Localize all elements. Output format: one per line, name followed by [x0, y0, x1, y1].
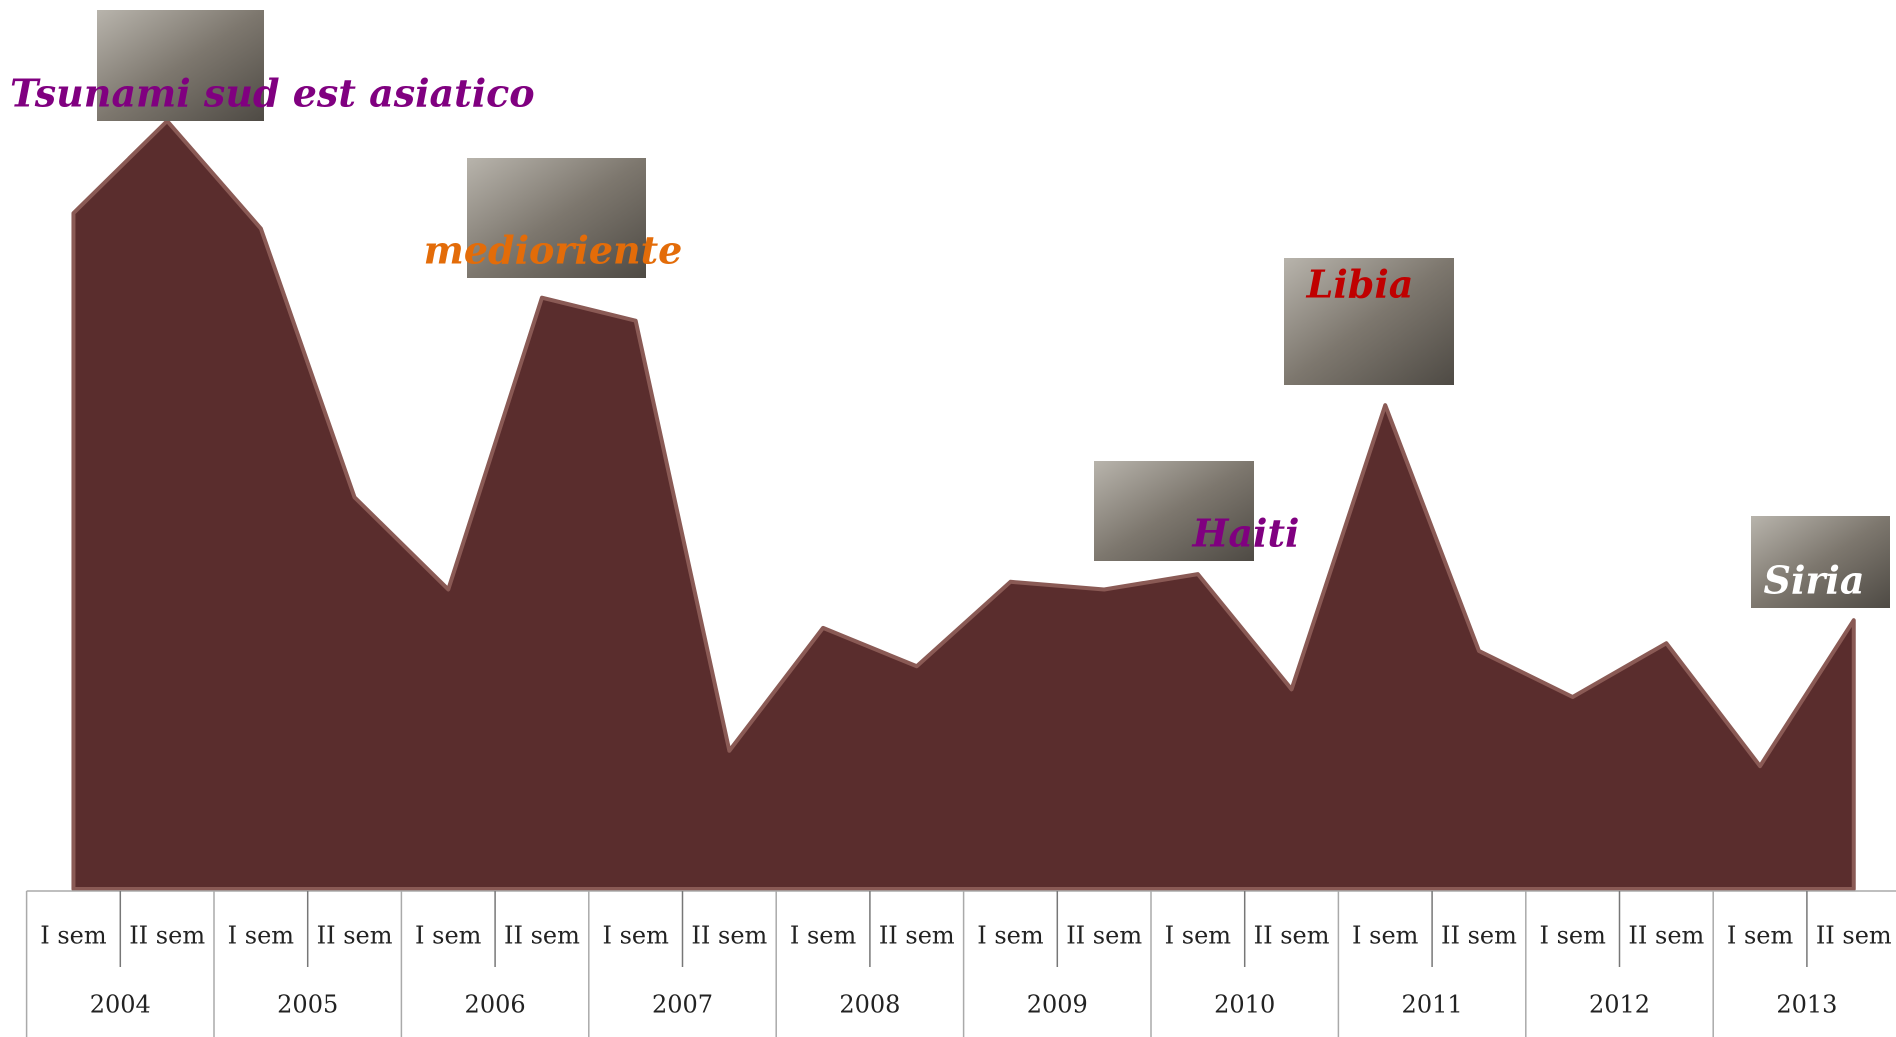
- group-label: 2004: [90, 991, 151, 1019]
- x-tick-label: II sem: [504, 922, 580, 950]
- group-label: 2006: [465, 991, 526, 1019]
- x-tick-label: II sem: [1254, 922, 1330, 950]
- x-tick-label: I sem: [790, 922, 857, 950]
- x-tick-label: I sem: [415, 922, 482, 950]
- group-label: 2011: [1402, 991, 1463, 1019]
- x-tick-label: II sem: [129, 922, 205, 950]
- group-label: 2013: [1776, 991, 1837, 1019]
- photo: [1751, 516, 1890, 608]
- x-tick-label: I sem: [977, 922, 1044, 950]
- group-label: 2009: [1027, 991, 1088, 1019]
- x-tick-label: II sem: [1066, 922, 1142, 950]
- x-tick-label: I sem: [1727, 922, 1794, 950]
- x-tick-label: II sem: [691, 922, 767, 950]
- annotation: Tsunami sud est asiatico: [10, 71, 535, 116]
- group-label: 2008: [839, 991, 900, 1019]
- x-tick-label: I sem: [1165, 922, 1232, 950]
- x-tick-label: I sem: [228, 922, 295, 950]
- group-label: 2007: [652, 991, 713, 1019]
- photos: [97, 10, 1890, 608]
- annotation: medioriente: [424, 228, 683, 273]
- area: [71, 119, 1856, 891]
- annotation: Siria: [1764, 558, 1865, 603]
- x-tick-label: I sem: [602, 922, 669, 950]
- x-tick-label: I sem: [1352, 922, 1419, 950]
- area-series: [71, 119, 1856, 891]
- photo: [97, 10, 264, 121]
- x-tick-label: I sem: [1539, 922, 1606, 950]
- x-tick-label: II sem: [317, 922, 393, 950]
- photo: [1094, 461, 1254, 561]
- x-tick-label: II sem: [1628, 922, 1704, 950]
- x-tick-label: II sem: [879, 922, 955, 950]
- x-tick-label: II sem: [1441, 922, 1517, 950]
- annotation: Haiti: [1192, 511, 1300, 556]
- photo: [1284, 258, 1454, 385]
- group-label: 2005: [277, 991, 338, 1019]
- group-label: 2012: [1589, 991, 1650, 1019]
- group-label: 2010: [1214, 991, 1275, 1019]
- annotation: Libia: [1306, 262, 1414, 307]
- photo: [467, 158, 646, 278]
- x-tick-label: I sem: [40, 922, 107, 950]
- x-tick-label: II sem: [1816, 922, 1892, 950]
